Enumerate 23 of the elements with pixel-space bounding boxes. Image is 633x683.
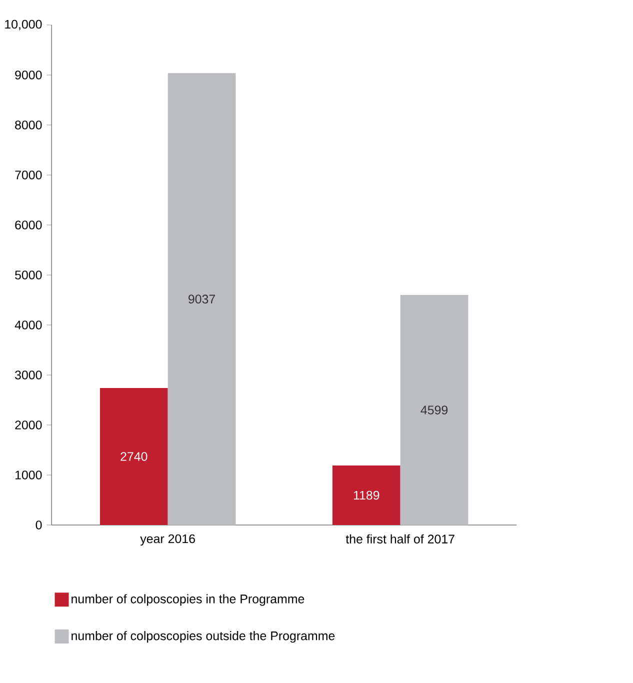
data-label: 2740 [120, 452, 148, 461]
data-label: 1189 [354, 490, 380, 500]
y-tick-label: 0 [36, 520, 42, 530]
legend-label: number of colposcopies outside the Programme [72, 631, 335, 643]
bar [400, 295, 468, 525]
x-tick-label: year 2016 [140, 534, 196, 546]
y-tick-label: 2000 [15, 420, 42, 430]
data-label: 4599 [420, 406, 448, 414]
y-tick-label: 9000 [15, 70, 42, 80]
y-tick-label: 4000 [14, 320, 42, 330]
legend-label: number of colposcopies in the Programme [72, 594, 304, 606]
y-tick-label: 3000 [15, 370, 42, 380]
y-tick-label: 8000 [15, 120, 42, 130]
bar [100, 388, 168, 525]
y-tick-label: 1000 [16, 470, 42, 480]
bar [332, 466, 400, 525]
data-label: 9037 [188, 294, 216, 304]
y-tick-label: 10,000 [5, 20, 42, 30]
x-tick-label: the first half of 2017 [346, 534, 454, 544]
y-tick-label: 6000 [15, 220, 42, 230]
bar [168, 73, 236, 525]
y-tick-label: 5000 [15, 270, 42, 280]
y-tick-label: 7000 [15, 170, 42, 180]
